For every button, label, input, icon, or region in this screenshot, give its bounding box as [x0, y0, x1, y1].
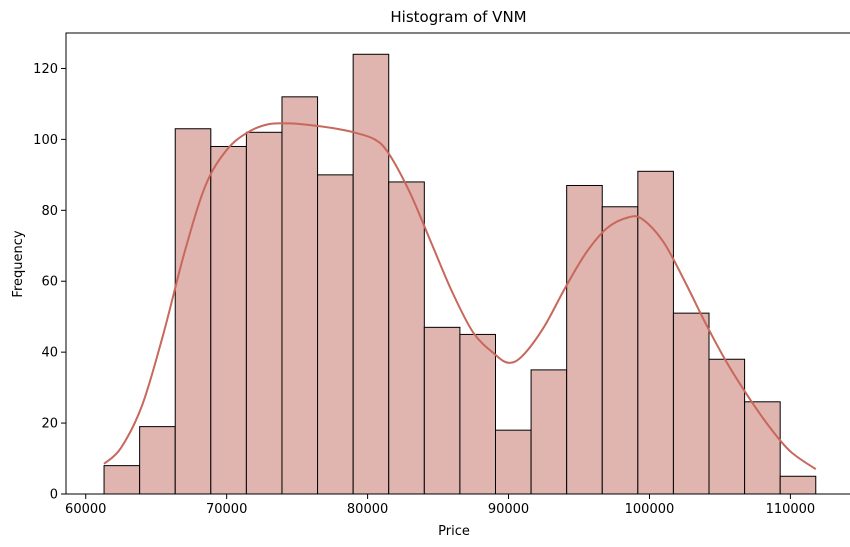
- x-tick-label: 110000: [766, 502, 816, 517]
- x-tick-label: 90000: [488, 502, 529, 517]
- x-tick-label: 60000: [65, 502, 106, 517]
- y-tick-label: 0: [50, 488, 58, 503]
- histogram-bar: [423, 326, 461, 495]
- histogram-bar: [245, 131, 283, 495]
- histogram-bars: [103, 53, 817, 495]
- histogram-bar: [530, 369, 568, 495]
- chart-title: Histogram of VNM: [390, 8, 526, 26]
- histogram-bar: [352, 53, 390, 495]
- histogram-bar: [139, 426, 176, 495]
- histogram-bar: [566, 184, 603, 495]
- histogram-bar: [317, 174, 354, 495]
- histogram-bar: [281, 96, 319, 495]
- histogram-bar: [494, 429, 532, 495]
- histogram-bar: [637, 170, 674, 495]
- histogram-bar: [210, 145, 247, 495]
- histogram-bar: [459, 333, 496, 495]
- x-axis-label: Price: [438, 524, 470, 539]
- y-axis-ticks: 0 20 40 60 80 100 120: [33, 62, 66, 503]
- y-tick-label: 80: [41, 204, 58, 219]
- y-axis-label: Frequency: [11, 230, 26, 297]
- histogram-bar: [672, 312, 710, 495]
- plot-frame: [65, 32, 850, 495]
- y-tick-label: 60: [41, 275, 58, 290]
- histogram-bar: [779, 475, 817, 495]
- x-tick-label: 70000: [206, 502, 247, 517]
- x-tick-label: 80000: [347, 502, 388, 517]
- y-tick-label: 20: [41, 417, 58, 432]
- histogram-bar: [601, 206, 639, 495]
- y-tick-label: 100: [33, 133, 58, 148]
- histogram-bar: [708, 358, 746, 495]
- histogram-bar: [388, 181, 425, 495]
- x-axis-ticks: 60000 70000 80000 90000 100000 110000: [65, 494, 815, 517]
- x-tick-label: 100000: [625, 502, 675, 517]
- y-tick-label: 120: [33, 62, 58, 77]
- histogram-bar: [103, 465, 141, 495]
- y-tick-label: 40: [41, 346, 58, 361]
- kde-curve: [103, 122, 817, 471]
